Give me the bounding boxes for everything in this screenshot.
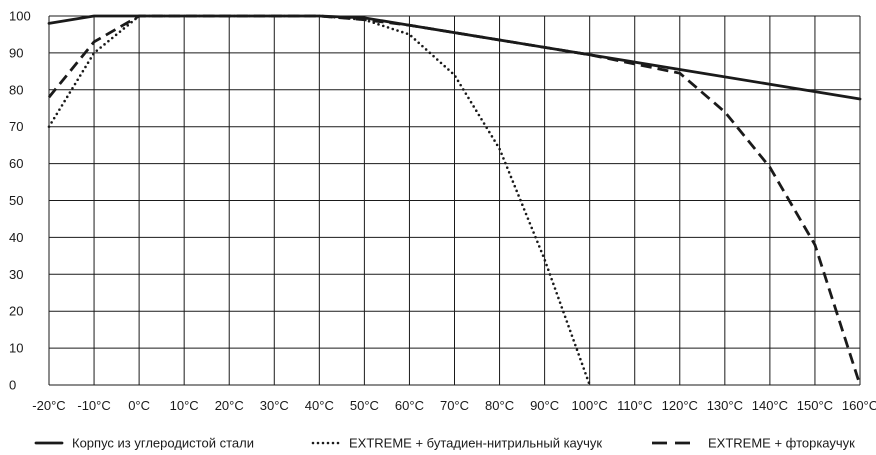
y-tick-label: 0 [9, 378, 16, 393]
y-tick-label: 20 [9, 304, 23, 319]
x-tick-label: 80°C [485, 398, 514, 413]
y-tick-label: 90 [9, 45, 23, 60]
y-tick-label: 70 [9, 119, 23, 134]
x-tick-label: 110°C [617, 398, 652, 413]
legend-label: Корпус из углеродистой стали [72, 436, 254, 451]
legend-item: Корпус из углеродистой стали [34, 436, 254, 451]
x-tick-label: 100°C [572, 398, 608, 413]
y-tick-label: 10 [9, 341, 23, 356]
legend-item: EXTREME + фторкаучук [652, 436, 855, 451]
x-tick-label: 30°C [260, 398, 289, 413]
x-tick-label: 70°C [440, 398, 469, 413]
legend: Корпус из углеродистой стали EXTREME + бу… [34, 436, 855, 451]
x-tick-label: 10°C [170, 398, 199, 413]
legend-label: EXTREME + бутадиен-нитрильный каучук [349, 436, 602, 451]
x-tick-label: 90°C [530, 398, 559, 413]
y-tick-label: 40 [9, 230, 23, 245]
x-tick-label: 20°C [215, 398, 244, 413]
grid [48, 15, 861, 386]
legend-label: EXTREME + фторкаучук [708, 436, 855, 451]
series-lines [47, 14, 862, 387]
x-tick-label: 60°C [395, 398, 424, 413]
x-tick-label: 160°C [842, 398, 876, 413]
x-tick-label: 50°C [350, 398, 379, 413]
series-line-3 [47, 14, 862, 386]
x-tick-label: 120°C [662, 398, 698, 413]
x-tick-label: 140°C [752, 398, 788, 413]
x-tick-label: 0°C [128, 398, 150, 413]
y-tick-label: 80 [9, 82, 23, 97]
y-tick-label: 60 [9, 156, 23, 171]
y-tick-label: 30 [9, 267, 23, 282]
y-tick-label: 100 [9, 9, 31, 24]
y-tick-label: 50 [9, 193, 23, 208]
x-tick-label: 130°C [707, 398, 743, 413]
y-axis-tick-labels: 0 10 20 30 40 50 60 70 80 90 100 [9, 9, 31, 393]
legend-item: EXTREME + бутадиен-нитрильный каучук [311, 436, 602, 451]
x-tick-label: 150°C [797, 398, 833, 413]
x-axis-tick-labels: -20°C -10°C 0°C 10°C 20°C 30°C 40°C 50°C 60°C 70°… [32, 398, 876, 413]
x-tick-label: -10°C [77, 398, 110, 413]
x-tick-label: 40°C [305, 398, 334, 413]
series-line-2 [47, 14, 591, 387]
x-tick-label: -20°C [32, 398, 65, 413]
